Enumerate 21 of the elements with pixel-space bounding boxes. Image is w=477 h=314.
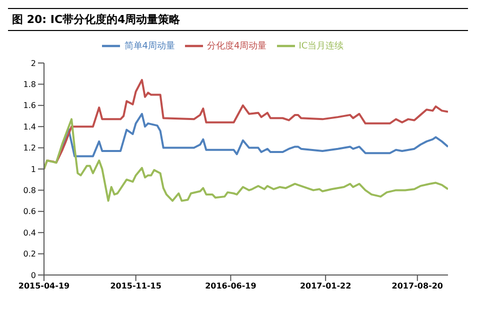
- y-tick-label: 2: [30, 58, 36, 68]
- y-tick-label: 1.2: [23, 144, 36, 153]
- x-tick-label: 2015-04-19: [18, 282, 70, 291]
- y-tick-label: 0: [30, 270, 36, 280]
- y-tick-label: 0.8: [23, 186, 36, 196]
- y-tick-label: 0.2: [23, 250, 36, 259]
- y-tick-label: 1.4: [23, 122, 36, 132]
- x-tick-label: 2016-06-19: [205, 282, 257, 291]
- legend-label: 分化度4周动量: [207, 41, 267, 52]
- y-tick-label: 1.8: [23, 80, 36, 90]
- y-tick-label: 0.4: [23, 228, 36, 238]
- y-tick-label: 1: [30, 164, 36, 174]
- legend-label: 简单4周动量: [124, 41, 176, 52]
- x-tick-label: 2015-11-15: [110, 282, 162, 291]
- chart-title: 图 20: IC带分化度的4周动量策略: [8, 8, 468, 31]
- line-series: [44, 118, 448, 202]
- y-tick-label: 0.6: [23, 207, 36, 216]
- legend-label: IC当月连续: [298, 41, 344, 52]
- x-tick-label: 2017-08-20: [392, 282, 444, 291]
- y-tick-label: 1.6: [23, 101, 36, 110]
- x-tick-label: 2017-01-22: [300, 282, 352, 291]
